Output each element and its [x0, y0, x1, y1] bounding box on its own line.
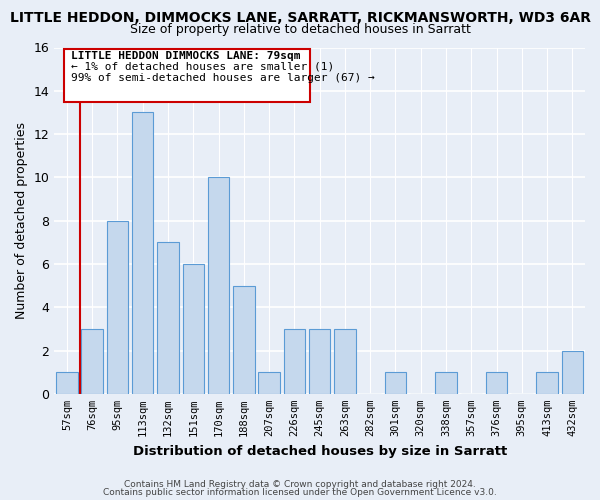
Bar: [259, 372, 280, 394]
Text: LITTLE HEDDON DIMMOCKS LANE: 79sqm: LITTLE HEDDON DIMMOCKS LANE: 79sqm: [71, 50, 300, 60]
Bar: [309, 329, 331, 394]
Text: Size of property relative to detached houses in Sarratt: Size of property relative to detached ho…: [130, 22, 470, 36]
FancyBboxPatch shape: [64, 48, 310, 102]
Bar: [486, 372, 507, 394]
Bar: [284, 329, 305, 394]
Bar: [208, 178, 229, 394]
Bar: [233, 286, 254, 394]
Bar: [132, 112, 154, 394]
Text: ← 1% of detached houses are smaller (1): ← 1% of detached houses are smaller (1): [71, 62, 334, 72]
Bar: [562, 350, 583, 394]
Bar: [385, 372, 406, 394]
Bar: [182, 264, 204, 394]
Bar: [157, 242, 179, 394]
Bar: [107, 220, 128, 394]
Bar: [536, 372, 558, 394]
X-axis label: Distribution of detached houses by size in Sarratt: Distribution of detached houses by size …: [133, 444, 507, 458]
Bar: [82, 329, 103, 394]
Text: Contains HM Land Registry data © Crown copyright and database right 2024.: Contains HM Land Registry data © Crown c…: [124, 480, 476, 489]
Text: 99% of semi-detached houses are larger (67) →: 99% of semi-detached houses are larger (…: [71, 74, 374, 84]
Bar: [334, 329, 356, 394]
Text: Contains public sector information licensed under the Open Government Licence v3: Contains public sector information licen…: [103, 488, 497, 497]
Y-axis label: Number of detached properties: Number of detached properties: [15, 122, 28, 319]
Text: LITTLE HEDDON, DIMMOCKS LANE, SARRATT, RICKMANSWORTH, WD3 6AR: LITTLE HEDDON, DIMMOCKS LANE, SARRATT, R…: [10, 11, 590, 25]
Bar: [56, 372, 77, 394]
Bar: [435, 372, 457, 394]
